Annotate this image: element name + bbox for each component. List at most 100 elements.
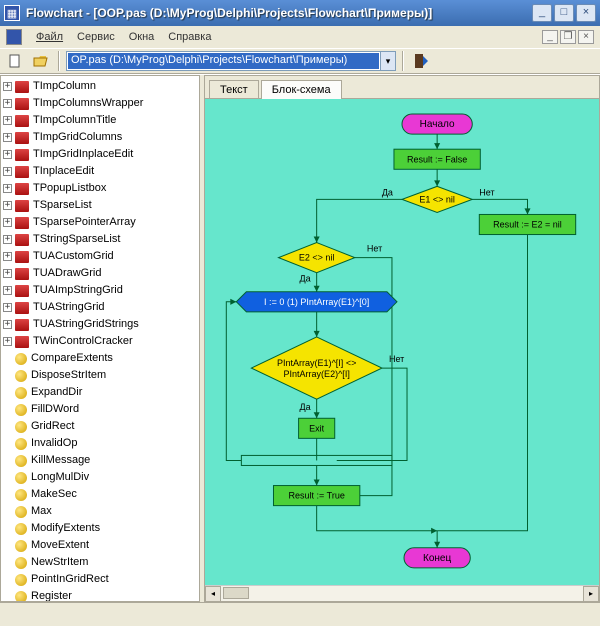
svg-text:Нет: Нет xyxy=(389,354,404,364)
scroll-thumb[interactable] xyxy=(223,587,249,599)
function-icon xyxy=(15,455,27,467)
tree-item[interactable]: InvalidOp xyxy=(3,435,199,452)
tree-item[interactable]: +TImpColumnsWrapper xyxy=(3,95,199,112)
tree-item[interactable]: + TUADrawGrid xyxy=(3,265,199,282)
expand-icon[interactable]: + xyxy=(3,150,12,159)
expand-icon[interactable]: + xyxy=(3,218,12,227)
class-icon xyxy=(15,268,29,280)
tree-item[interactable]: + TImpGridInplaceEdit xyxy=(3,146,199,163)
tree-item[interactable]: +TWinControlCracker xyxy=(3,333,199,350)
expand-icon[interactable]: + xyxy=(3,252,12,261)
exit-door-button[interactable] xyxy=(410,50,432,72)
expand-icon[interactable]: + xyxy=(3,286,12,295)
file-combo[interactable]: OP.pas (D:\MyProg\Delphi\Projects\Flowch… xyxy=(66,51,396,71)
tree-item[interactable]: +TImpGridColumns xyxy=(3,129,199,146)
tree-label: Max xyxy=(31,503,52,520)
svg-text:Exit: Exit xyxy=(309,423,325,433)
class-icon xyxy=(15,98,29,110)
svg-text:Result := True: Result := True xyxy=(288,491,344,501)
tree-label: MoveExtent xyxy=(31,537,89,554)
expand-icon[interactable]: + xyxy=(3,99,12,108)
scroll-right-button[interactable]: ▸ xyxy=(583,586,599,601)
expand-icon[interactable]: + xyxy=(3,320,12,329)
mdi-close-button[interactable]: × xyxy=(578,30,594,44)
right-pane: Текст Блок-схема НачалоResult := FalseE1… xyxy=(204,75,600,602)
menubar: Файл Сервис Окна Справка _ ❐ × xyxy=(0,26,600,48)
tree-item[interactable]: +TUAImpStringGrid xyxy=(3,282,199,299)
function-icon xyxy=(15,421,27,433)
tab-text[interactable]: Текст xyxy=(209,80,259,99)
svg-text:Нет: Нет xyxy=(479,187,494,197)
function-icon xyxy=(15,506,27,518)
tree-label: GridRect xyxy=(31,418,74,435)
tree-item[interactable]: +TImpColumnTitle xyxy=(3,112,199,129)
tree-item[interactable]: +TUAStringGrid xyxy=(3,299,199,316)
expand-icon[interactable]: + xyxy=(3,337,12,346)
tree-item[interactable]: GridRect xyxy=(3,418,199,435)
expand-icon[interactable]: + xyxy=(3,116,12,125)
tree-item[interactable]: LongMulDiv xyxy=(3,469,199,486)
menu-help[interactable]: Справка xyxy=(168,31,211,43)
tree-item[interactable]: MakeSec xyxy=(3,486,199,503)
mdi-min-button[interactable]: _ xyxy=(542,30,558,44)
svg-text:I := 0 (1) PIntArray(E1)^[0]: I := 0 (1) PIntArray(E1)^[0] xyxy=(264,297,369,307)
tree-item[interactable]: PointInGridRect xyxy=(3,571,199,588)
tree-item[interactable]: DisposeStrItem xyxy=(3,367,199,384)
tree-item[interactable]: FillDWord xyxy=(3,401,199,418)
separator xyxy=(58,51,60,71)
class-icon xyxy=(15,336,29,348)
class-icon xyxy=(15,251,29,263)
svg-text:Result := E2 = nil: Result := E2 = nil xyxy=(493,220,562,230)
maximize-button[interactable]: □ xyxy=(554,4,574,22)
scroll-track[interactable] xyxy=(221,586,583,601)
combo-dropdown-button[interactable]: ▾ xyxy=(380,52,395,70)
close-button[interactable]: × xyxy=(576,4,596,22)
tree-item[interactable]: +TSparsePointerArray xyxy=(3,214,199,231)
function-icon xyxy=(15,540,27,552)
tree-item[interactable]: +TSparseList xyxy=(3,197,199,214)
tree-item[interactable]: +TImpColumn xyxy=(3,78,199,95)
menu-windows[interactable]: Окна xyxy=(129,31,155,43)
tree-label: TImpGridInplaceEdit xyxy=(33,146,133,163)
h-scrollbar[interactable]: ◂ ▸ xyxy=(205,585,599,601)
tree-item[interactable]: +TInplaceEdit xyxy=(3,163,199,180)
svg-text:Конец: Конец xyxy=(423,553,452,564)
minimize-button[interactable]: _ xyxy=(532,4,552,22)
tree-item[interactable]: + TPopupListbox xyxy=(3,180,199,197)
tree-pane: +TImpColumn+TImpColumnsWrapper+TImpColum… xyxy=(0,75,200,602)
tree-item[interactable]: Max xyxy=(3,503,199,520)
tree-item[interactable]: KillMessage xyxy=(3,452,199,469)
expand-icon[interactable]: + xyxy=(3,82,12,91)
svg-text:PIntArray(E1)^[I] <>: PIntArray(E1)^[I] <> xyxy=(277,358,356,368)
menu-file[interactable]: Файл xyxy=(36,31,63,43)
tree-item[interactable]: ExpandDir xyxy=(3,384,199,401)
tab-flowchart[interactable]: Блок-схема xyxy=(261,80,342,99)
expand-icon[interactable]: + xyxy=(3,269,12,278)
tree-item[interactable]: NewStrItem xyxy=(3,554,199,571)
expand-icon[interactable]: + xyxy=(3,184,12,193)
expand-icon[interactable]: + xyxy=(3,133,12,142)
tree-item[interactable]: ModifyExtents xyxy=(3,520,199,537)
tree-item[interactable]: +TUAStringGridStrings xyxy=(3,316,199,333)
expand-icon[interactable]: + xyxy=(3,235,12,244)
tree-label: TPopupListbox xyxy=(33,180,106,197)
tree-item[interactable]: CompareExtents xyxy=(3,350,199,367)
expand-icon[interactable]: + xyxy=(3,303,12,312)
toolbar: OP.pas (D:\MyProg\Delphi\Projects\Flowch… xyxy=(0,48,600,74)
mdi-restore-button[interactable]: ❐ xyxy=(560,30,576,44)
class-icon xyxy=(15,200,29,212)
svg-text:Да: Да xyxy=(382,187,394,197)
expand-icon[interactable]: + xyxy=(3,167,12,176)
tree-item[interactable]: +TUACustomGrid xyxy=(3,248,199,265)
tree-item[interactable]: Register xyxy=(3,588,199,601)
scroll-left-button[interactable]: ◂ xyxy=(205,586,221,601)
menu-service[interactable]: Сервис xyxy=(77,31,115,43)
open-button[interactable] xyxy=(30,50,52,72)
tree-label: TUADrawGrid xyxy=(33,265,101,282)
expand-icon[interactable]: + xyxy=(3,201,12,210)
tree-item[interactable]: MoveExtent xyxy=(3,537,199,554)
flowchart-canvas[interactable]: НачалоResult := FalseE1 <> nilДаНетResul… xyxy=(205,98,599,601)
new-button[interactable] xyxy=(4,50,26,72)
tree-item[interactable]: +TStringSparseList xyxy=(3,231,199,248)
tree[interactable]: +TImpColumn+TImpColumnsWrapper+TImpColum… xyxy=(1,76,199,601)
